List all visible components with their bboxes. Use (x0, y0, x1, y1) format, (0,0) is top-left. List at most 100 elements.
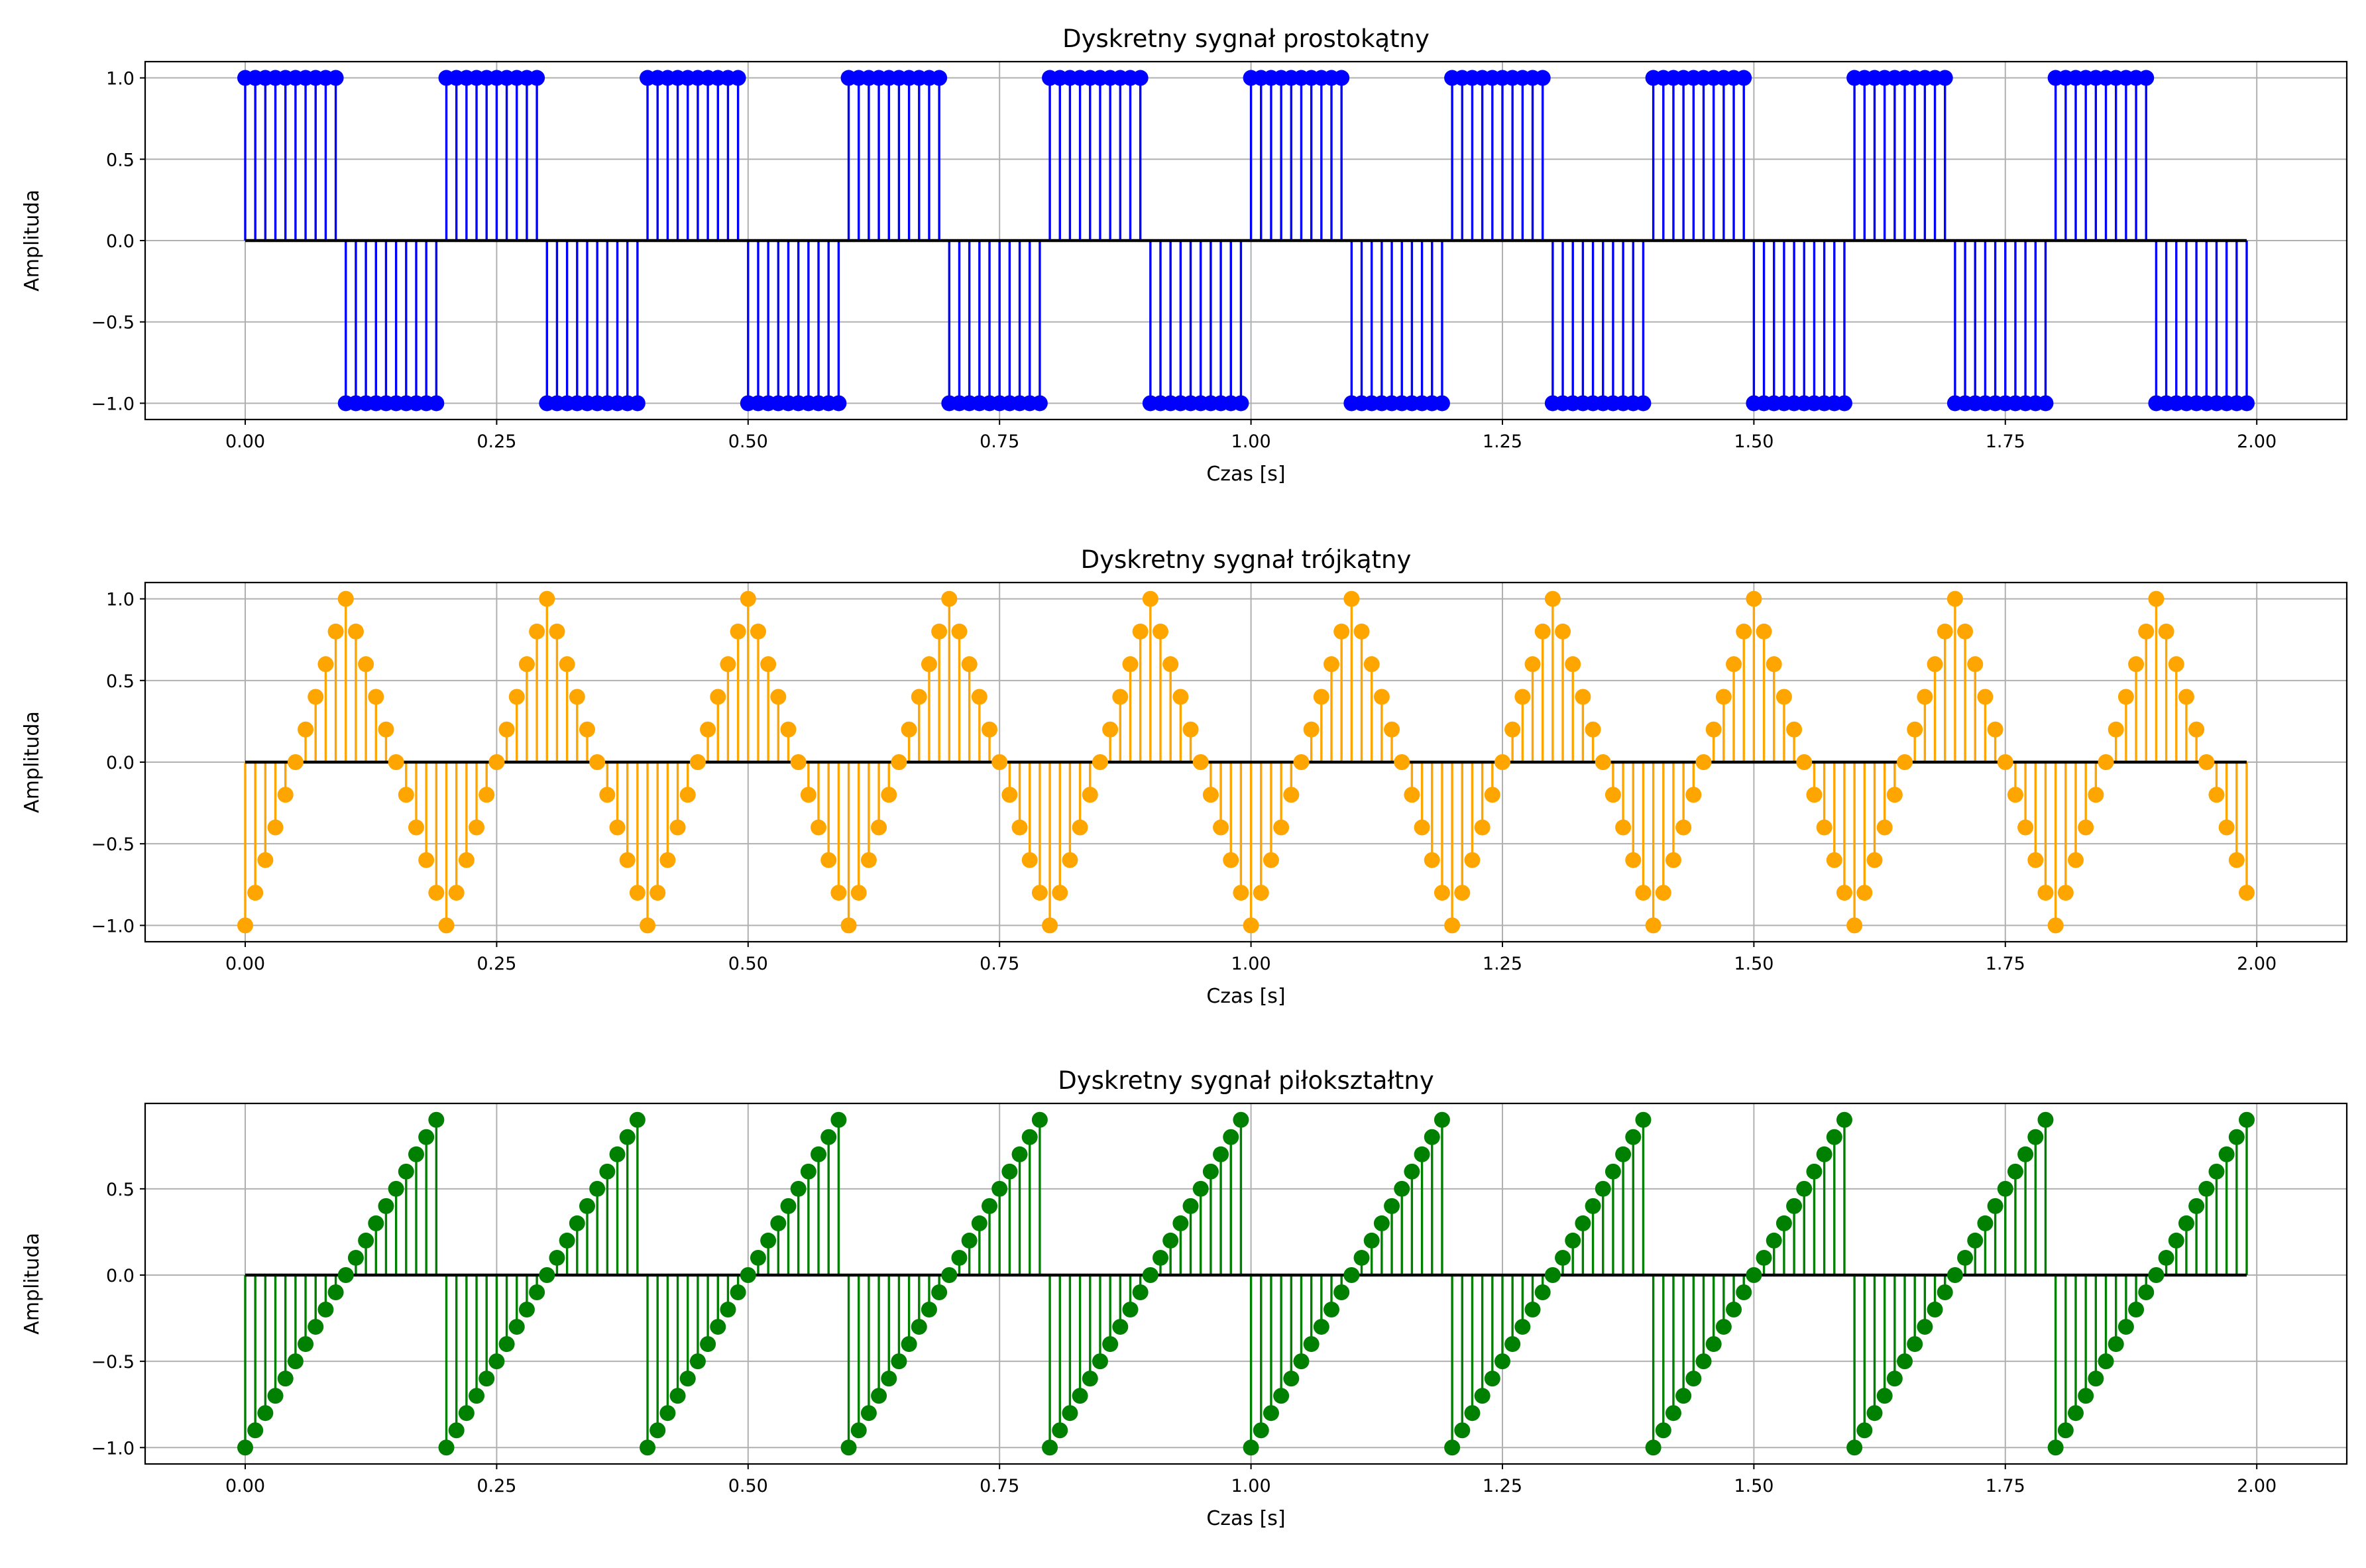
stem-marker (2158, 623, 2174, 640)
stem-marker (2017, 1146, 2034, 1162)
stem-marker (710, 689, 726, 705)
stem-marker (881, 787, 897, 803)
x-tick-label: 1.50 (1734, 431, 1774, 452)
stem-marker (488, 1353, 505, 1370)
stem-marker (931, 623, 948, 640)
stem-marker (1021, 852, 1038, 868)
stem-marker (428, 1111, 445, 1128)
stem-marker (2078, 1388, 2094, 1404)
stem-marker (378, 1198, 394, 1214)
stem-marker (1363, 656, 1380, 673)
stem-marker (589, 754, 606, 770)
stem-marker (2239, 1111, 2255, 1128)
stem-marker (1092, 754, 1108, 770)
stem-marker (1444, 1439, 1461, 1456)
stem-marker (1404, 1163, 1420, 1180)
x-tick-label: 2.00 (2237, 431, 2277, 452)
stem-marker (398, 1163, 414, 1180)
stem-marker (941, 1266, 958, 1283)
stem-marker (508, 689, 525, 705)
stem-marker (2128, 656, 2145, 673)
stem-marker (1202, 1163, 1219, 1180)
stem-marker (1907, 1336, 1923, 1353)
stem-marker (689, 754, 706, 770)
stem-marker (1052, 1422, 1068, 1439)
stem-marker (298, 721, 314, 738)
stem-marker (1907, 721, 1923, 738)
stem-marker (1826, 852, 1842, 868)
stem-marker (347, 1249, 364, 1266)
stem-marker (2239, 885, 2255, 901)
stem-marker (881, 1371, 897, 1387)
stem-marker (2138, 623, 2155, 640)
axes-frame (144, 1102, 2348, 1465)
x-tick-label: 0.25 (477, 1476, 516, 1496)
stem-marker (700, 1336, 716, 1353)
stem-marker (498, 1336, 515, 1353)
stem-marker (649, 1422, 666, 1439)
stem-marker (1796, 1180, 1813, 1197)
x-tick-label: 0.25 (477, 431, 516, 452)
stem-marker (358, 656, 374, 673)
stem-marker (1866, 1405, 1883, 1422)
stem-marker (1695, 1353, 1712, 1370)
stem-marker (820, 1129, 837, 1145)
stem-marker (1464, 1405, 1481, 1422)
stem-marker (1665, 852, 1681, 868)
stem-marker (2218, 819, 2235, 836)
stem-marker (498, 721, 515, 738)
stem-marker (1524, 656, 1541, 673)
stem-marker (679, 1371, 696, 1387)
x-axis-label: Czas [s] (1206, 985, 1285, 1008)
stem-marker (2098, 754, 2114, 770)
stem-marker (1172, 689, 1189, 705)
stem-marker (689, 1353, 706, 1370)
stem-marker (1756, 1249, 1772, 1266)
stem-marker (1414, 819, 1430, 836)
stem-marker (1836, 885, 1852, 901)
stem-marker (780, 721, 797, 738)
stem-marker (2037, 1111, 2054, 1128)
y-axis-label: Amplituda (21, 711, 44, 813)
stem-marker (1122, 656, 1139, 673)
stem-marker (2168, 1232, 2184, 1249)
stem-marker (1384, 1198, 1400, 1214)
stem-marker (679, 787, 696, 803)
stem-marker (347, 623, 364, 640)
stem-marker (750, 623, 766, 640)
stem-marker (479, 1371, 495, 1387)
stem-marker (710, 1319, 726, 1335)
stem-marker (1011, 1146, 1028, 1162)
stem-marker (1343, 590, 1360, 607)
stem-marker (1746, 1266, 1762, 1283)
stem-marker (830, 1111, 847, 1128)
stem-marker (2138, 1284, 2155, 1301)
stem-marker (1997, 754, 2013, 770)
stem-marker (941, 590, 958, 607)
stem-marker (1233, 395, 1249, 412)
stem-marker (1856, 1422, 1873, 1439)
stem-marker (549, 623, 565, 640)
stem-marker (1323, 1302, 1339, 1318)
stem-marker (1011, 819, 1028, 836)
axes-frame (144, 581, 2348, 943)
y-tick-label: −0.5 (91, 834, 135, 855)
x-tick-label: 1.25 (1483, 954, 1522, 974)
stem-marker (1946, 1266, 1963, 1283)
stem-marker (1062, 1405, 1078, 1422)
stem-marker (2078, 819, 2094, 836)
stem-marker (1303, 1336, 1320, 1353)
stem-marker (1142, 1266, 1158, 1283)
stem-marker (1293, 754, 1310, 770)
stem-marker (830, 395, 847, 412)
stem-marker (1917, 1319, 1933, 1335)
x-tick-label: 1.50 (1734, 1476, 1774, 1496)
stem-marker (508, 1319, 525, 1335)
x-tick-label: 0.25 (477, 954, 516, 974)
stem-marker (2057, 1422, 2074, 1439)
stem-marker (850, 885, 867, 901)
stem-marker (1685, 1371, 1702, 1387)
stem-marker (1967, 1232, 1984, 1249)
stem-marker (337, 1266, 354, 1283)
